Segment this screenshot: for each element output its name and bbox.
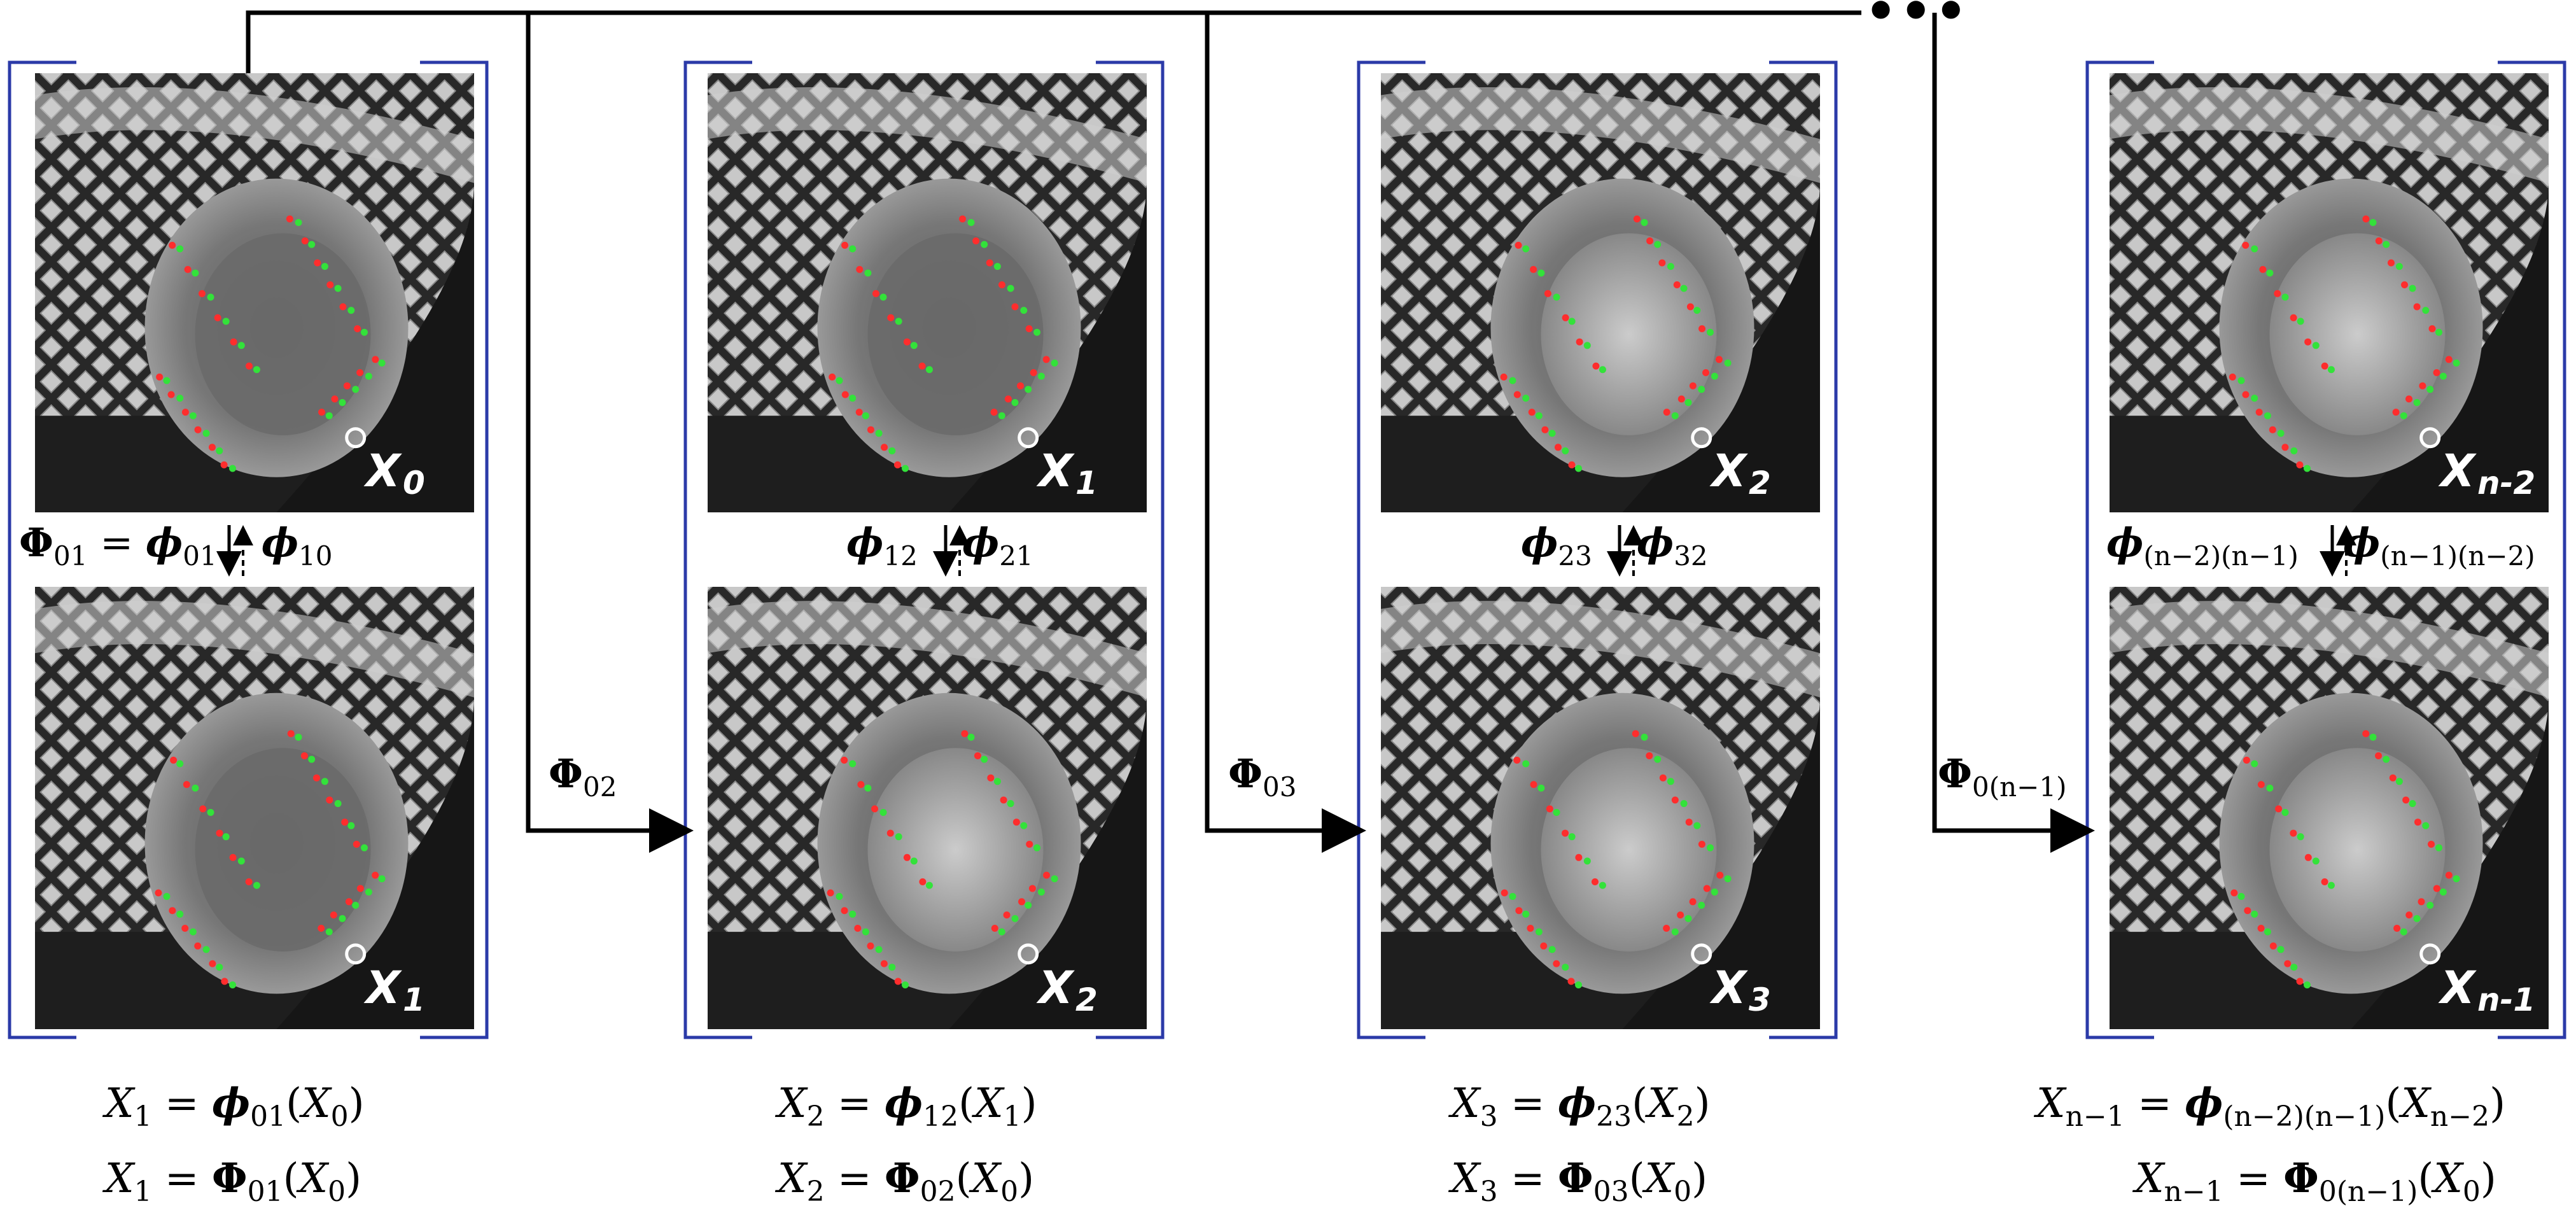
- frame-label-bottom-1: X2: [1039, 962, 1098, 1018]
- equation-pairwise-2: X3 = ϕ23(X2): [1451, 1079, 1711, 1133]
- frame-label-top-3: Xn-2: [2440, 445, 2536, 502]
- composed-op-label-1: Φ02: [549, 750, 617, 803]
- frame-images: [35, 73, 2549, 1029]
- bracket-left-2: [1357, 60, 1425, 1039]
- flow-arrows: [216, 10, 2356, 853]
- bracket-right-1: [1096, 60, 1165, 1039]
- composed-arrow-3: [1932, 13, 2095, 853]
- composed-arrow-1: [526, 13, 694, 853]
- bracket-right-0: [420, 60, 489, 1039]
- equation-composed-0: X1 = Φ01(X0): [105, 1155, 362, 1208]
- top-bus-line: [246, 10, 1861, 73]
- frame-top-3: [2110, 73, 2549, 512]
- equation-pairwise-0: X1 = ϕ01(X0): [105, 1079, 365, 1133]
- frame-bottom-1: [708, 587, 1147, 1029]
- bracket-right-2: [1769, 60, 1838, 1039]
- bracket-right-3: [2498, 60, 2566, 1039]
- bracket-left-1: [683, 60, 752, 1039]
- frame-bottom-3: [2110, 587, 2549, 1029]
- equation-pairwise-1: X2 = ϕ12(X1): [778, 1079, 1037, 1133]
- pair-op-label-0: Φ01 = ϕ01 ϕ10: [19, 519, 333, 572]
- frame-label-top-0: X0: [366, 445, 425, 502]
- frame-label-bottom-3: Xn-1: [2440, 962, 2536, 1018]
- frame-bottom-0: [35, 587, 474, 1029]
- bracket-left-3: [2085, 60, 2154, 1039]
- continuation-dots: •••: [1865, 0, 1970, 41]
- equation-composed-3: Xn−1 = Φ0(n−1)(X0): [2135, 1155, 2496, 1208]
- composed-arrow-2: [1205, 13, 1366, 853]
- equation-pairwise-3: Xn−1 = ϕ(n−2)(n−1)(Xn−2): [2036, 1079, 2506, 1133]
- frame-top-1: [708, 73, 1147, 512]
- pair-op-label-1: ϕ12 ϕ21: [846, 519, 1033, 572]
- frame-label-bottom-0: X1: [366, 962, 425, 1018]
- frame-label-top-1: X1: [1039, 445, 1098, 502]
- frame-bottom-2: [1381, 587, 1820, 1029]
- frame-label-bottom-2: X3: [1712, 962, 1771, 1018]
- equation-composed-1: X2 = Φ02(X0): [778, 1155, 1035, 1208]
- blue-brackets: [8, 60, 2566, 1039]
- pair-op-label-3: ϕ(n−2)(n−1) ϕ(n−1)(n−2): [2106, 519, 2535, 572]
- pair-op-label-2: ϕ23 ϕ32: [1521, 519, 1708, 572]
- frame-label-top-2: X2: [1712, 445, 1771, 502]
- frame-top-0: [35, 73, 474, 512]
- equation-composed-2: X3 = Φ03(X0): [1451, 1155, 1708, 1208]
- composed-op-label-2: Φ03: [1228, 750, 1297, 803]
- composed-op-label-3: Φ0(n−1): [1938, 750, 2067, 803]
- bracket-left-0: [8, 60, 76, 1039]
- frame-top-2: [1381, 73, 1820, 512]
